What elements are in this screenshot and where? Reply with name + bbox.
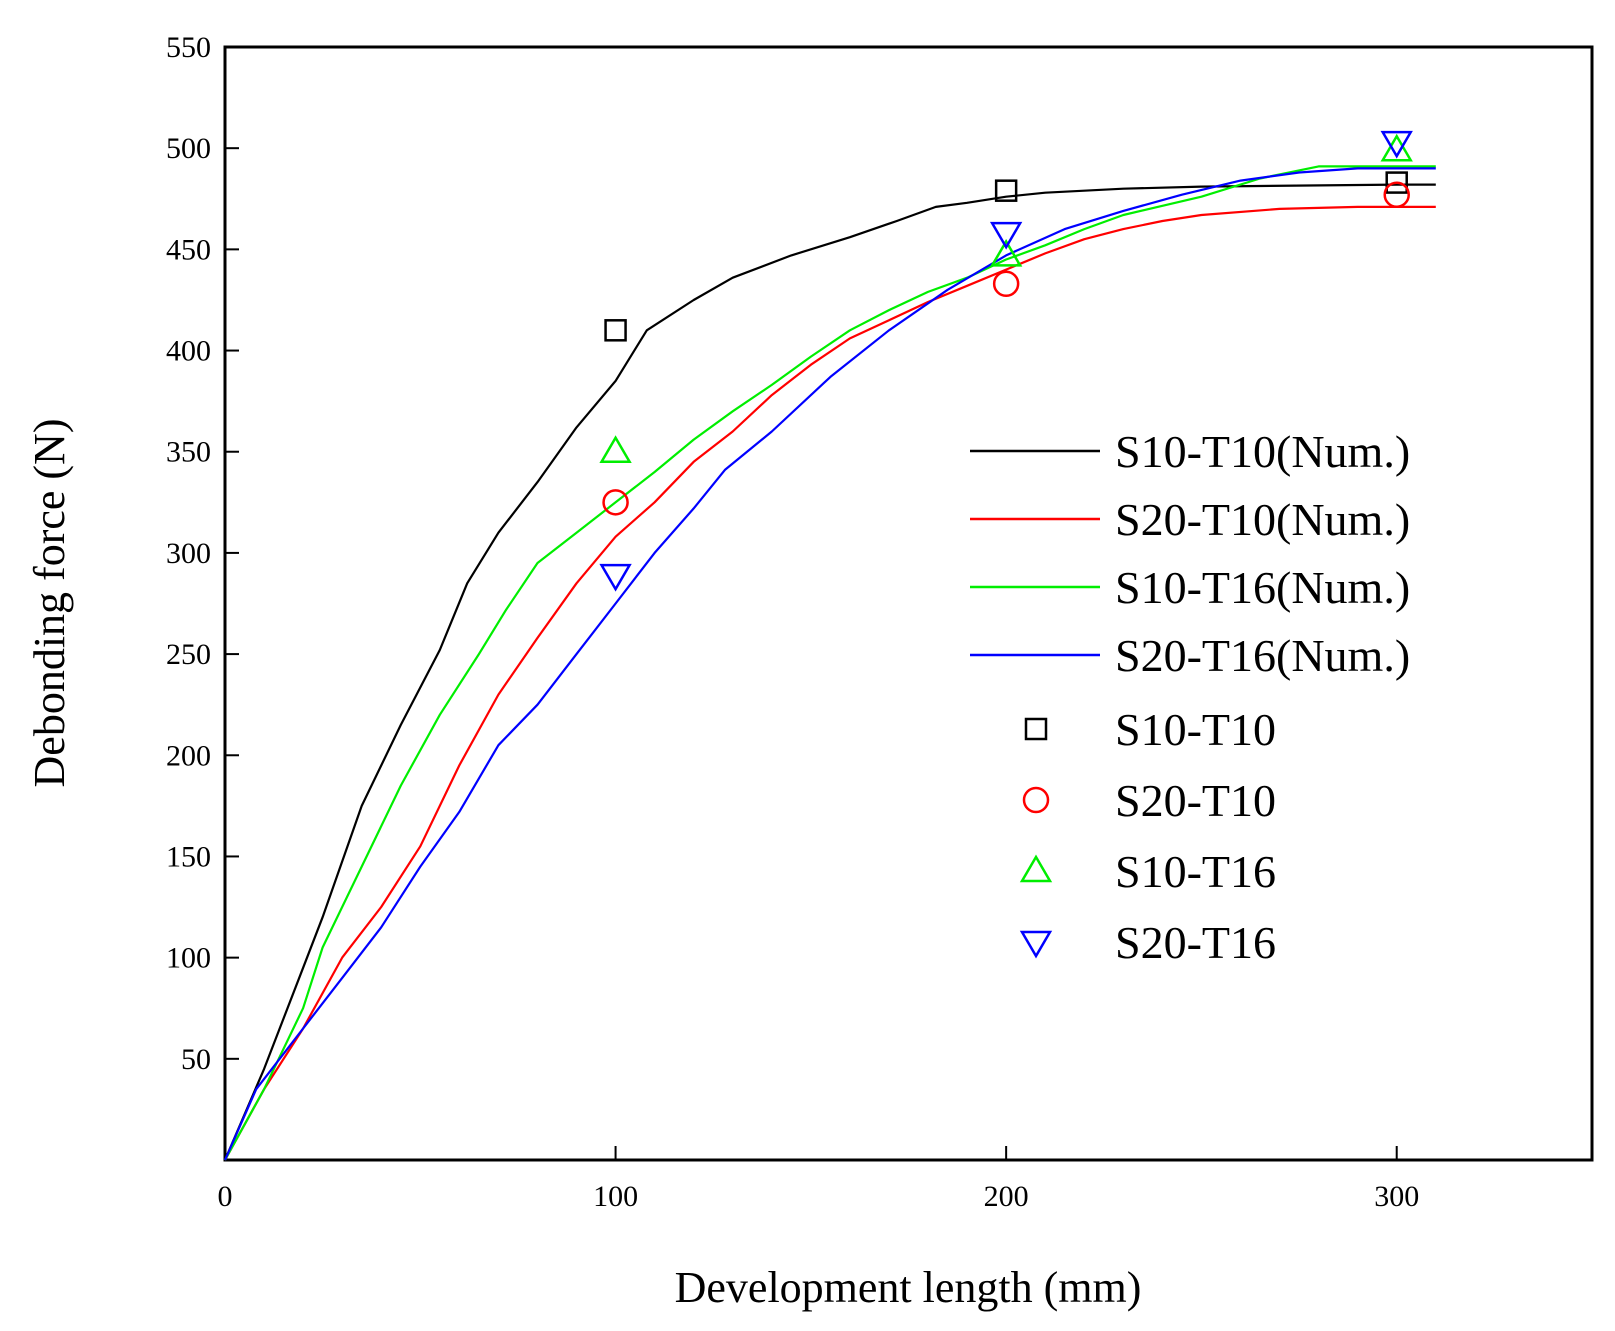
data-point-s20-t10	[602, 489, 629, 516]
y-axis-ticks: 50 100 150 200 250 300 350 400 450 500 550	[166, 31, 239, 1076]
x-tick-label: 100	[593, 1180, 638, 1213]
plot-frame	[223, 45, 1594, 1162]
series-line-s10-t16-num	[224, 165, 1436, 1161]
data-point-s10-t10	[994, 179, 1018, 202]
legend-label-s10-t16-num: S10-T16(Num.)	[1115, 562, 1410, 613]
data-point-s20-t16	[1380, 130, 1413, 159]
series-line-s20-t10-num	[224, 205, 1436, 1161]
legend-swatch-s20-t10	[1022, 786, 1050, 814]
legend: S10-T10(Num.) S20-T10(Num.) S10-T16(Num.) S…	[970, 426, 1410, 968]
y-tick-label: 500	[166, 132, 211, 165]
data-point-s20-t10	[1383, 181, 1410, 208]
series-lines	[223, 165, 1436, 1161]
legend-label-s20-t16-num: S20-T16(Num.)	[1115, 630, 1410, 681]
data-point-s10-t16	[599, 435, 632, 463]
data-point-s10-t16	[989, 238, 1023, 267]
x-tick-label: 200	[984, 1180, 1029, 1213]
legend-label-s10-t10: S10-T10	[1115, 704, 1276, 755]
y-tick-label: 250	[166, 638, 211, 671]
y-tick-label: 400	[166, 335, 211, 368]
legend-label-s20-t10-num: S20-T10(Num.)	[1115, 494, 1410, 545]
y-tick-label: 50	[181, 1043, 211, 1076]
x-tick-label: 300	[1374, 1180, 1419, 1213]
legend-swatch-s10-t16	[1019, 854, 1053, 883]
data-point-s20-t16	[989, 221, 1023, 250]
y-tick-label: 100	[166, 942, 211, 975]
y-tick-label: 350	[166, 436, 211, 469]
legend-swatch-s20-t16	[1019, 930, 1053, 959]
data-point-s10-t16	[1380, 133, 1413, 162]
y-tick-label: 150	[166, 840, 211, 873]
y-tick-label: 200	[166, 739, 211, 772]
series-line-s10-t10-num	[223, 183, 1436, 1161]
x-axis-ticks: 0 100 200 300	[218, 1146, 1419, 1213]
legend-label-s10-t10-num: S10-T10(Num.)	[1115, 426, 1410, 477]
x-axis-label: Development length (mm)	[675, 1263, 1142, 1312]
series-line-s20-t16-num	[223, 167, 1436, 1161]
legend-label-s20-t10: S20-T10	[1115, 775, 1276, 826]
series-markers	[599, 130, 1413, 592]
data-point-s10-t10	[1385, 171, 1408, 194]
y-tick-label: 450	[166, 233, 211, 266]
data-point-s20-t10	[992, 270, 1020, 298]
data-point-s20-t16	[599, 563, 632, 592]
y-tick-label: 300	[166, 537, 211, 570]
y-tick-label: 550	[166, 31, 211, 64]
y-axis-label: Debonding force (N)	[25, 419, 74, 788]
legend-label-s20-t16: S20-T16	[1115, 917, 1276, 968]
legend-swatch-s10-t10	[1024, 717, 1048, 741]
x-tick-label: 0	[218, 1180, 233, 1213]
data-point-s10-t10	[604, 319, 627, 342]
legend-label-s10-t16: S10-T16	[1115, 846, 1276, 897]
